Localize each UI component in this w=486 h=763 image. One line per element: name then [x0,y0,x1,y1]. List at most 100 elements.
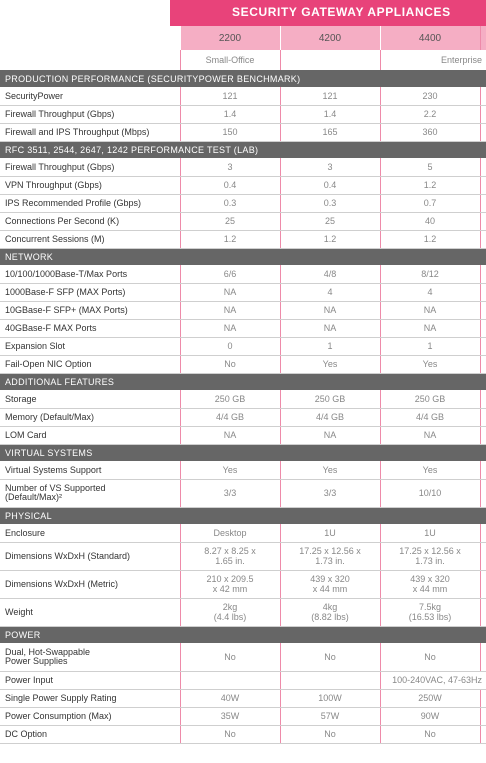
spec-value: Yes [379,461,480,480]
spec-value: No [179,355,280,374]
spec-row: Firewall and IPS Throughput (Mbps) 150 165… [0,123,486,142]
model-header-row: 2200 4200 4400 [0,26,486,50]
spec-value: 0.3 [179,194,280,213]
section-title: ADDITIONAL FEATURES [0,373,486,390]
spec-row: Fail-Open NIC Option No Yes Yes [0,355,486,374]
spec-value: 1.4 [179,105,280,124]
model-2200: 2200 [179,26,280,50]
spec-row: Single Power Supply Rating 40W 100W 250W [0,689,486,708]
spec-value-line: 8.27 x 8.25 x [204,546,256,556]
spec-row: Virtual Systems Support Yes Yes Yes [0,461,486,480]
spec-row: Firewall Throughput (Gbps) 1.4 1.4 2.2 [0,105,486,124]
spec-value: 165 [279,123,380,142]
spec-row: Enclosure Desktop 1U 1U [0,524,486,543]
spec-table: 2200 4200 4400 Small-Office Enterprise P… [0,26,486,744]
spec-label: VPN Throughput (Gbps) [0,176,180,195]
spec-value-line: 1.73 in. [315,556,345,566]
spec-row: LOM Card NA NA NA [0,426,486,445]
spec-row: DC Option No No No [0,725,486,744]
spec-value: Yes [279,461,380,480]
spec-value-line: x 44 mm [412,584,448,594]
spec-label-line: Power Supplies [5,655,68,666]
spec-label: Firewall Throughput (Gbps) [0,158,180,177]
spec-value: No [379,643,480,672]
spec-value: 360 [379,123,480,142]
spec-row: Dimensions WxDxH (Standard) 8.27 x 8.25 x… [0,542,486,571]
spec-value: 0.4 [179,176,280,195]
spec-value: 4 [279,283,380,302]
spec-value: 5 [379,158,480,177]
spec-value: NA [179,319,280,338]
spec-value-line: 4kg [322,602,338,612]
spec-value: 17.25 x 12.56 x 1.73 in. [279,542,380,571]
spec-value: 439 x 320 x 44 mm [279,570,380,599]
spec-value: 3/3 [279,479,380,508]
spec-value: 25 [279,212,380,231]
spec-value: 230 [379,87,480,106]
spec-value: NA [279,319,380,338]
spec-value: 7.5kg (16.53 lbs) [379,598,480,627]
spec-value-line: 17.25 x 12.56 x [399,546,461,556]
spec-row: Concurrent Sessions (M) 1.2 1.2 1.2 [0,230,486,249]
spec-value-line: 2kg [222,602,238,612]
spec-value: 4/8 [279,265,380,284]
spec-row: Power Input 100-240VAC, 47-63Hz [0,671,486,690]
page-title: SECURITY GATEWAY APPLIANCES [232,5,451,19]
spec-value: 0.3 [279,194,380,213]
model-4400: 4400 [379,26,480,50]
spec-value-line: x 42 mm [212,584,248,594]
spec-value: NA [379,426,480,445]
spec-value-line: (8.82 lbs) [311,612,349,622]
model-4200: 4200 [279,26,380,50]
spec-value: 0 [179,337,280,356]
spec-value: 121 [279,87,380,106]
spec-value: 40 [379,212,480,231]
spec-value: 1 [379,337,480,356]
spec-label: LOM Card [0,426,180,445]
spec-value: 100W [279,689,380,708]
spec-value: 4/4 GB [379,408,480,427]
spec-value: 250 GB [279,390,380,409]
section-title: POWER [0,626,486,643]
spec-value-line: 1.73 in. [415,556,445,566]
spec-row: 1000Base-F SFP (MAX Ports) NA 4 4 [0,283,486,302]
spec-value: 1 [279,337,380,356]
spec-label: Weight [0,598,180,627]
spec-value-line: 17.25 x 12.56 x [299,546,361,556]
spec-value: No [179,643,280,672]
section-header-power: POWER [0,626,486,643]
spec-label: 10/100/1000Base-T/Max Ports [0,265,180,284]
spec-row: Dual, Hot-Swappable Power Supplies No No No [0,643,486,672]
spec-label: 1000Base-F SFP (MAX Ports) [0,283,180,302]
spec-value: 10/10 [379,479,480,508]
section-title: PHYSICAL [0,507,486,524]
spec-label: Power Input [0,671,180,690]
spec-row: Dimensions WxDxH (Metric) 210 x 209.5 x 42… [0,570,486,599]
spec-value: 1.2 [379,176,480,195]
spec-value: 57W [279,707,380,726]
spec-value: 3 [279,158,380,177]
spec-label: Dimensions WxDxH (Metric) [0,570,180,599]
spec-value: 150 [179,123,280,142]
spec-value: 2kg (4.4 lbs) [179,598,280,627]
spec-value-line: (16.53 lbs) [408,612,452,622]
spec-value-line: 439 x 320 [410,574,450,584]
title-background [170,0,486,26]
spec-label: Memory (Default/Max) [0,408,180,427]
spec-value: 40W [179,689,280,708]
spec-row: IPS Recommended Profile (Gbps) 0.3 0.3 0.7 [0,194,486,213]
title-bar: SECURITY GATEWAY APPLIANCES [0,0,486,26]
spec-value: 4/4 GB [279,408,380,427]
segment-enterprise: Enterprise [379,50,486,70]
spec-label: Connections Per Second (K) [0,212,180,231]
section-header-physical: PHYSICAL [0,507,486,524]
spec-value: 17.25 x 12.56 x 1.73 in. [379,542,480,571]
spec-label: Power Consumption (Max) [0,707,180,726]
spec-value: NA [279,426,380,445]
spec-value: NA [179,283,280,302]
spec-row: Firewall Throughput (Gbps) 3 3 5 [0,158,486,177]
spec-value: 121 [179,87,280,106]
spec-value: 1.2 [179,230,280,249]
spec-row: VPN Throughput (Gbps) 0.4 0.4 1.2 [0,176,486,195]
